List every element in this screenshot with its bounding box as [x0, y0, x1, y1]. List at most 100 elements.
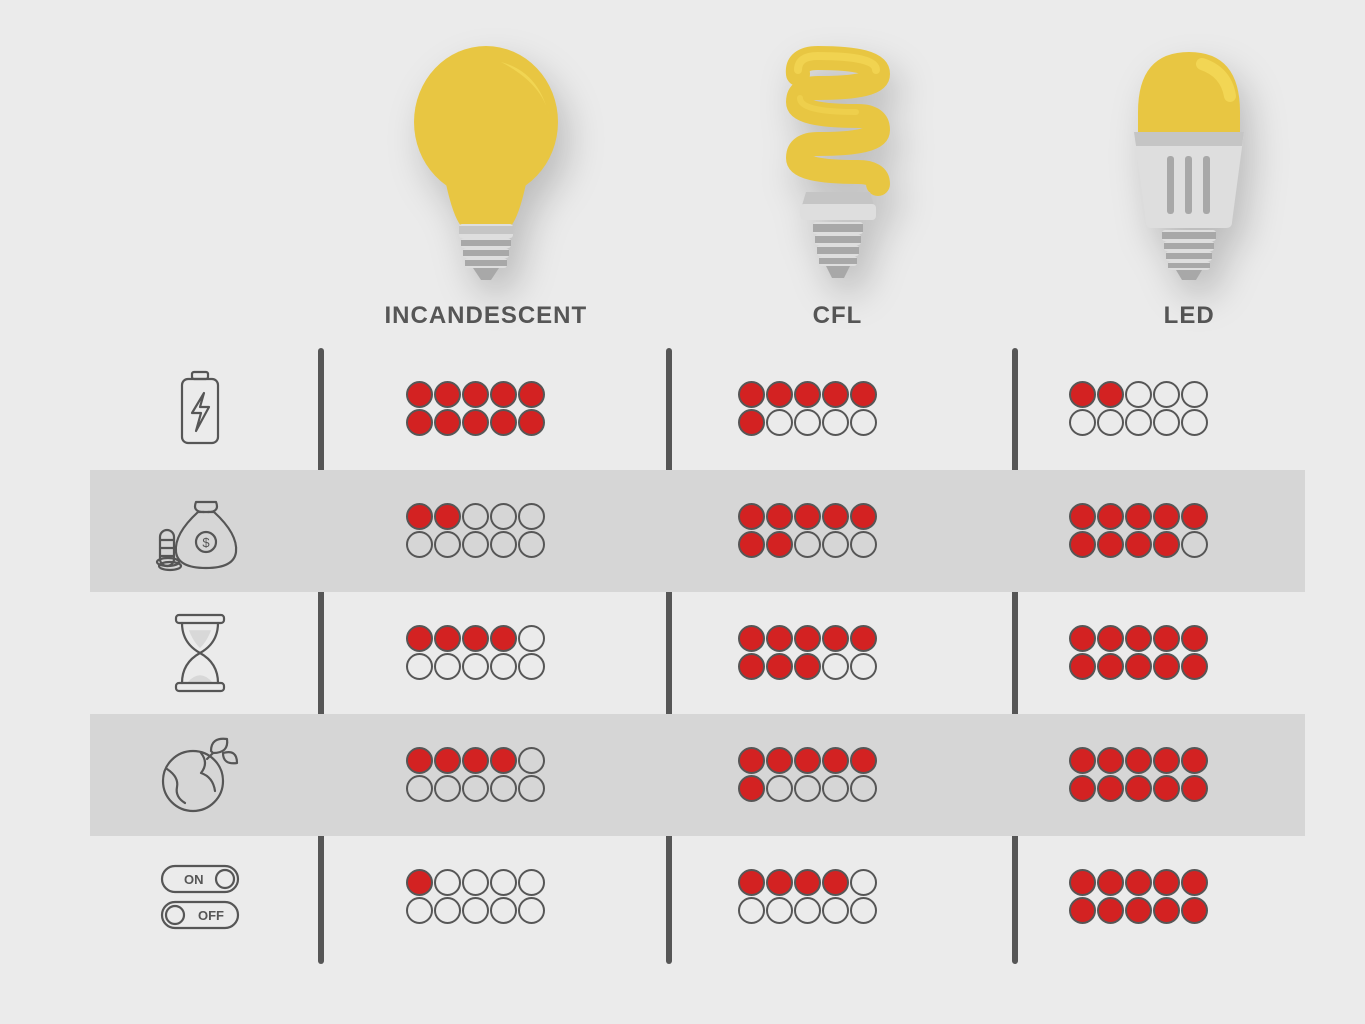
- cell-lifespan-cfl: [642, 625, 974, 681]
- rating-dot: [1153, 897, 1180, 924]
- rating-dot: [766, 625, 793, 652]
- metric-row-eco: [90, 714, 1305, 836]
- cell-eco-led: [973, 747, 1305, 803]
- rating-dot: [794, 869, 821, 896]
- cfl-bulb-icon: [768, 44, 908, 284]
- rating-dot: [738, 531, 765, 558]
- rating-dot: [850, 653, 877, 680]
- rating-dot: [1069, 747, 1096, 774]
- cell-cost-incandescent: [310, 503, 642, 559]
- rating-dots: [1069, 625, 1209, 681]
- rating-dot: [850, 775, 877, 802]
- rating-dots: [738, 381, 878, 437]
- rating-dot: [738, 653, 765, 680]
- rating-dot: [766, 653, 793, 680]
- earth-leaf-icon: [90, 733, 310, 817]
- rating-dot: [1153, 653, 1180, 680]
- rating-dots: [406, 747, 546, 803]
- rating-dot: [766, 409, 793, 436]
- cell-lifespan-led: [973, 625, 1305, 681]
- cell-eco-incandescent: [310, 747, 642, 803]
- rating-dot: [490, 653, 517, 680]
- header-spacer: [0, 20, 310, 330]
- rating-dot: [462, 775, 489, 802]
- rating-dot: [1125, 653, 1152, 680]
- metric-row-cost: $: [90, 470, 1305, 592]
- battery-bolt-icon: [90, 369, 310, 449]
- rating-dot: [406, 747, 433, 774]
- rating-dots: [738, 625, 878, 681]
- rating-dot: [490, 625, 517, 652]
- rating-dot: [766, 869, 793, 896]
- led-label: LED: [1164, 302, 1215, 330]
- rating-dot: [1125, 531, 1152, 558]
- rating-dots: [406, 625, 546, 681]
- rating-dot: [462, 503, 489, 530]
- rating-dot: [1069, 625, 1096, 652]
- rating-dot: [794, 747, 821, 774]
- cell-cost-cfl: [642, 503, 974, 559]
- rating-dot: [462, 381, 489, 408]
- rating-dot: [1153, 747, 1180, 774]
- rating-dots: [738, 747, 878, 803]
- rating-dot: [850, 503, 877, 530]
- led-bulb-icon: [1114, 44, 1264, 284]
- rating-dot: [766, 531, 793, 558]
- rating-dot: [766, 897, 793, 924]
- rating-dot: [406, 381, 433, 408]
- rating-dot: [850, 897, 877, 924]
- rating-dot: [434, 531, 461, 558]
- rating-dot: [794, 625, 821, 652]
- rating-dots: [738, 503, 878, 559]
- rating-dot: [434, 775, 461, 802]
- rating-dot: [1181, 869, 1208, 896]
- rating-dot: [406, 503, 433, 530]
- on-off-toggle-icon: ON OFF: [90, 860, 310, 934]
- rating-dot: [462, 531, 489, 558]
- rating-dot: [1181, 747, 1208, 774]
- rating-dot: [434, 747, 461, 774]
- rating-dot: [1181, 897, 1208, 924]
- rating-dot: [794, 503, 821, 530]
- rating-dot: [822, 503, 849, 530]
- rating-dot: [462, 409, 489, 436]
- metric-row-energy: [90, 348, 1305, 470]
- rating-dot: [1153, 625, 1180, 652]
- rating-dot: [1181, 381, 1208, 408]
- rating-dot: [518, 869, 545, 896]
- rating-dots: [406, 503, 546, 559]
- rating-dot: [738, 775, 765, 802]
- rating-dot: [1097, 409, 1124, 436]
- rating-dot: [518, 653, 545, 680]
- cell-energy-incandescent: [310, 381, 642, 437]
- rating-dot: [490, 503, 517, 530]
- rating-dot: [850, 531, 877, 558]
- rating-dot: [406, 531, 433, 558]
- rating-dot: [850, 869, 877, 896]
- rating-dot: [1097, 531, 1124, 558]
- rating-dot: [794, 409, 821, 436]
- rating-dot: [1181, 653, 1208, 680]
- incandescent-label: INCANDESCENT: [384, 302, 587, 330]
- rating-dot: [794, 653, 821, 680]
- rating-dot: [1097, 653, 1124, 680]
- rating-dot: [850, 747, 877, 774]
- rating-dot: [766, 503, 793, 530]
- rating-dot: [1125, 747, 1152, 774]
- svg-text:ON: ON: [184, 872, 204, 887]
- rating-dot: [822, 625, 849, 652]
- cell-switching-cfl: [642, 869, 974, 925]
- rating-dot: [822, 897, 849, 924]
- cfl-label: CFL: [813, 302, 863, 330]
- rating-dot: [738, 503, 765, 530]
- rating-dot: [1097, 897, 1124, 924]
- rating-dot: [462, 625, 489, 652]
- rating-dot: [1097, 625, 1124, 652]
- metric-row-lifespan: [90, 592, 1305, 714]
- rating-dot: [738, 747, 765, 774]
- rating-dot: [850, 381, 877, 408]
- hourglass-icon: [90, 611, 310, 695]
- money-bag-icon: $: [90, 490, 310, 572]
- rating-dot: [434, 897, 461, 924]
- rating-dots: [1069, 747, 1209, 803]
